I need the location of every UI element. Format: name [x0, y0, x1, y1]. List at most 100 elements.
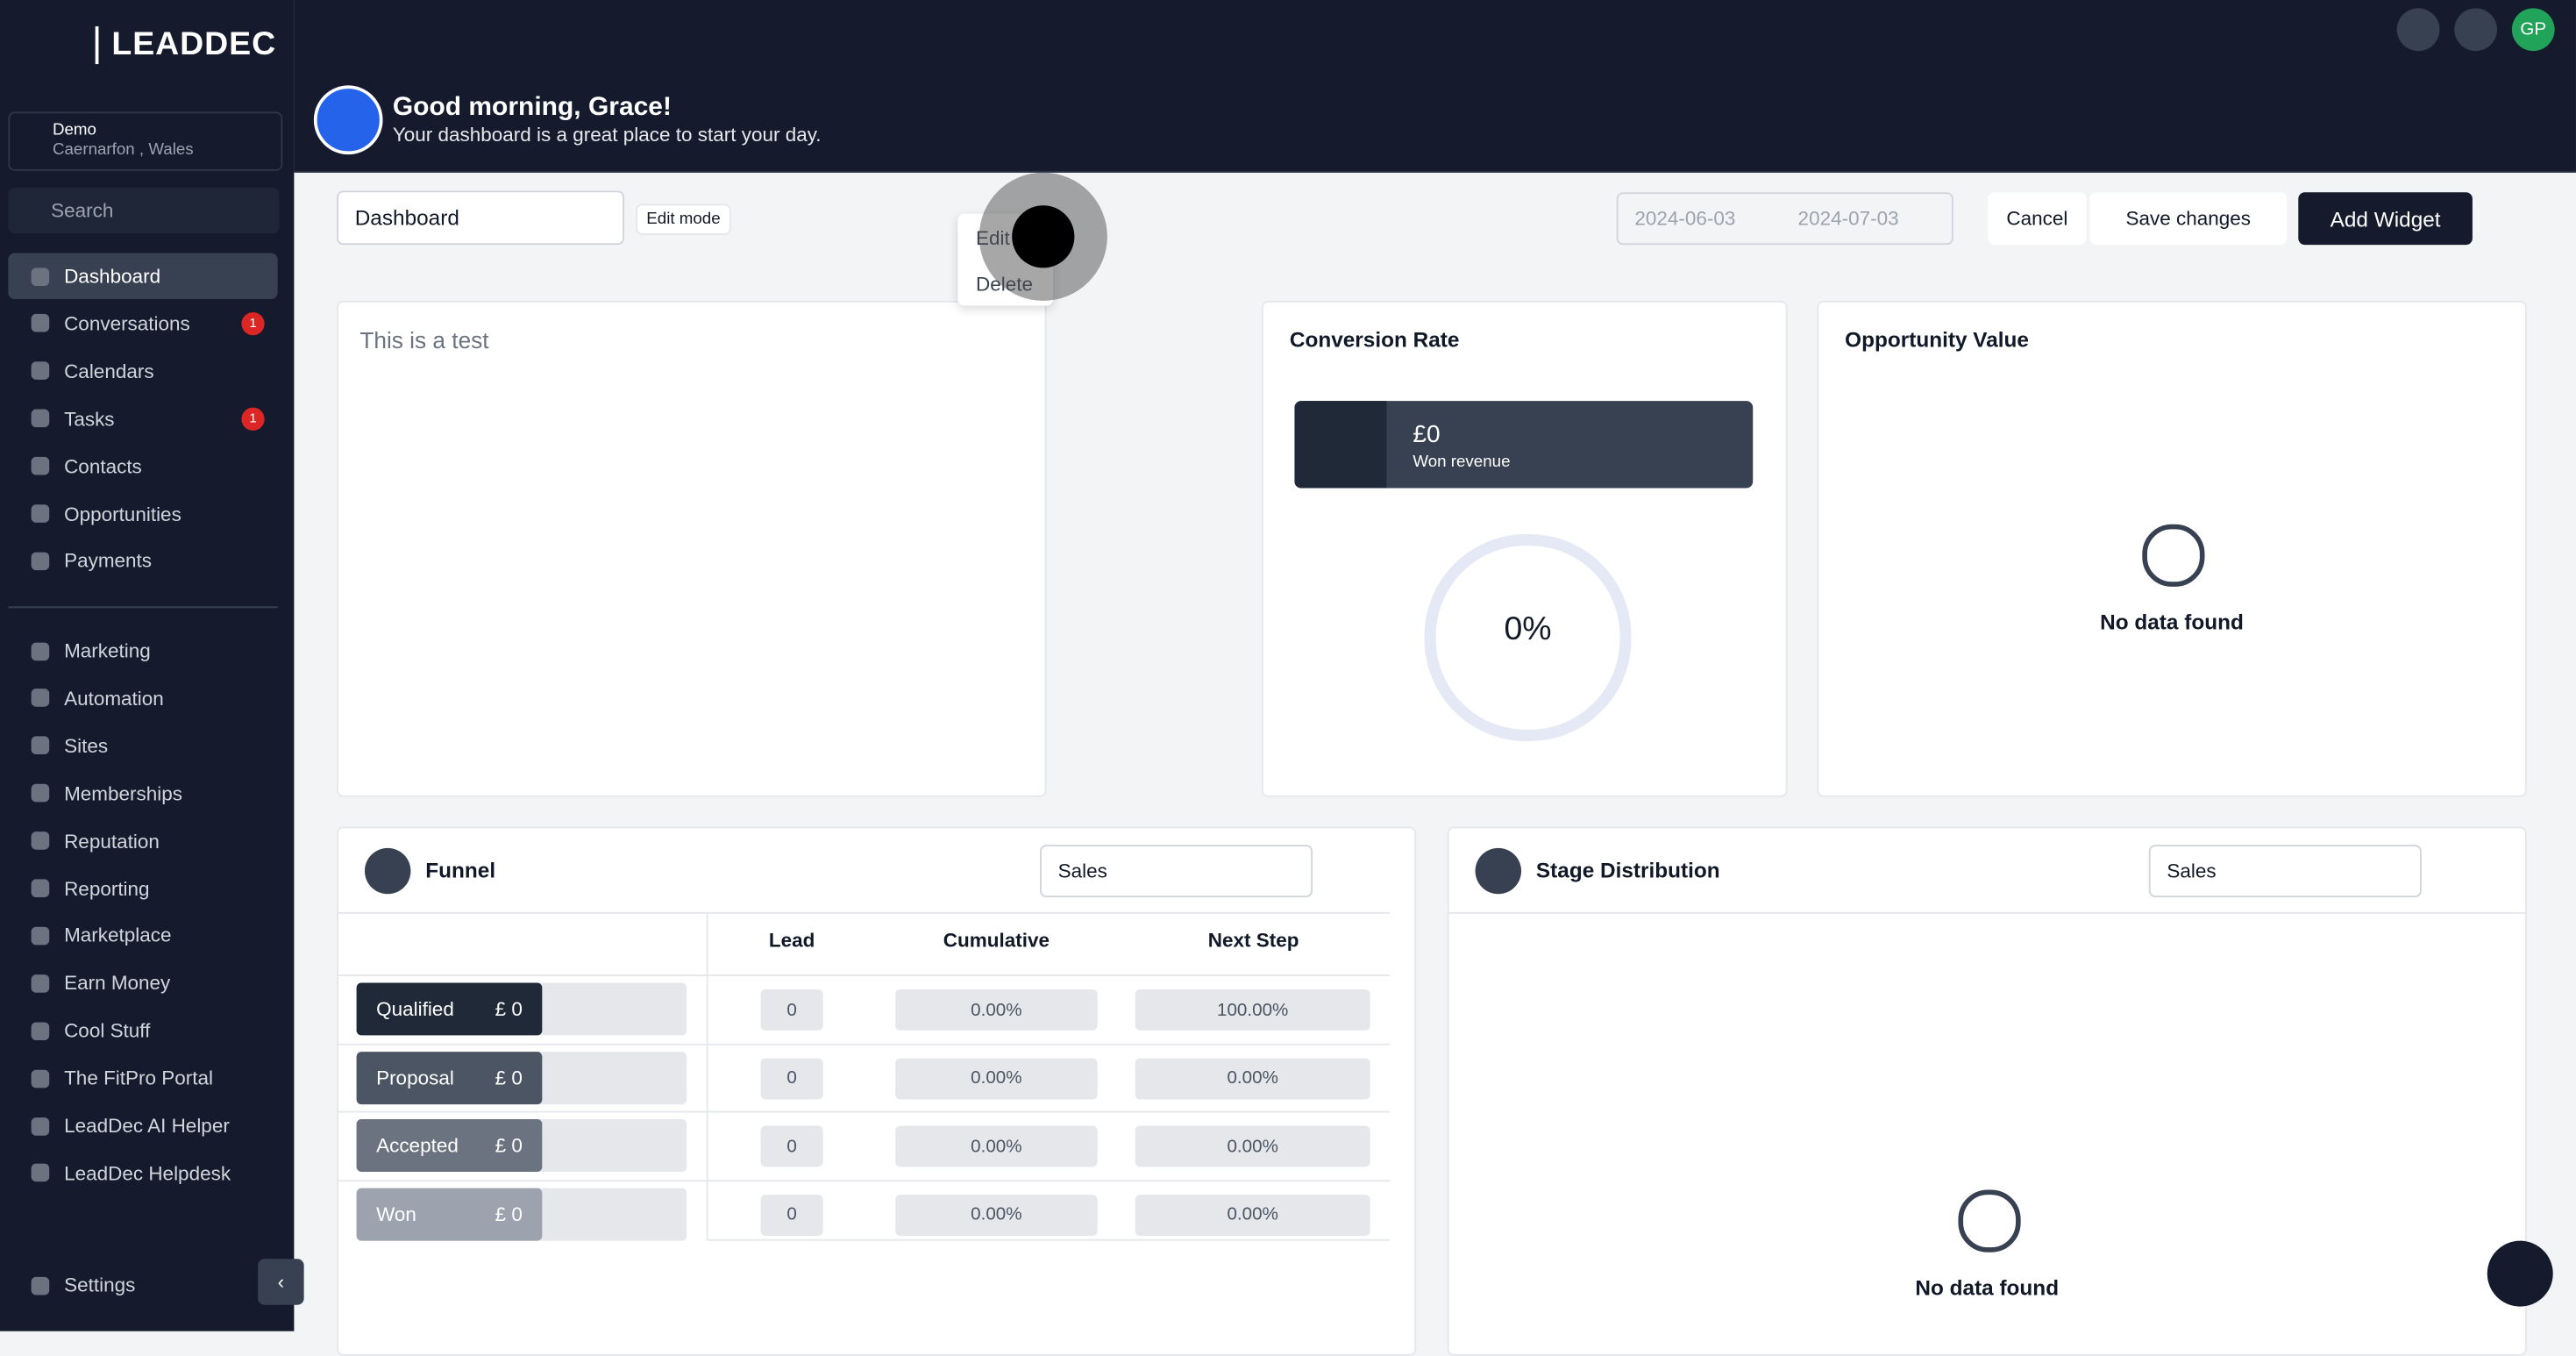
- nav-label: Dashboard: [64, 264, 161, 288]
- stage-amount: £ 0: [495, 1066, 523, 1089]
- next-cell: 0.00%: [1135, 1194, 1370, 1236]
- nav-item[interactable]: LeadDec Helpdesk: [8, 1150, 277, 1195]
- nav-label: LeadDec AI Helper: [64, 1114, 230, 1138]
- save-button[interactable]: Save changes: [2089, 192, 2288, 246]
- column-header: Next Step: [1207, 928, 1299, 952]
- nav-item[interactable]: Conversations 1: [8, 301, 277, 346]
- column-header: Cumulative: [943, 928, 1050, 952]
- nav-label: LeadDec Helpdesk: [64, 1161, 231, 1185]
- empty-text: No data found: [1915, 1274, 2060, 1301]
- nav-item[interactable]: Dashboard: [8, 253, 278, 300]
- nav-item[interactable]: Reputation: [8, 817, 277, 863]
- nav-item[interactable]: Reporting: [8, 866, 277, 911]
- cumulative-cell: 0.00%: [895, 988, 1098, 1031]
- nav-item[interactable]: Payments: [8, 538, 277, 583]
- nav-item[interactable]: Memberships: [8, 770, 277, 816]
- date-to: 2024-07-03: [1797, 207, 1899, 231]
- nav-item[interactable]: LeadDec AI Helper: [8, 1103, 277, 1148]
- cumulative-cell: 0.00%: [895, 1057, 1098, 1099]
- dashboard-name[interactable]: Dashboard: [337, 190, 625, 246]
- nav-item[interactable]: Marketplace: [8, 913, 277, 959]
- nav-item[interactable]: Automation: [8, 675, 277, 721]
- stage-name: Proposal: [376, 1066, 454, 1089]
- nav-item[interactable]: Marketing: [8, 628, 277, 674]
- lead-cell: 0: [760, 1194, 823, 1236]
- row-line: [338, 1110, 1391, 1113]
- nav-label: Automation: [64, 687, 164, 710]
- cancel-button[interactable]: Cancel: [1988, 192, 2087, 246]
- stage-bar: Qualified £ 0: [356, 982, 543, 1036]
- search-placeholder: Search: [51, 198, 114, 222]
- widget-title: Stage Distribution: [1535, 858, 1720, 883]
- nav-label: Contacts: [64, 454, 142, 478]
- next-cell: 100.00%: [1135, 988, 1370, 1031]
- stage-bar: Won £ 0: [356, 1187, 543, 1240]
- funnel-select[interactable]: Sales: [1040, 845, 1313, 898]
- greeting: Good morning, Grace!: [392, 93, 672, 122]
- row-line: [338, 1179, 1391, 1181]
- nav-item[interactable]: The FitPro Portal: [8, 1055, 277, 1101]
- conversion-widget: Conversion Rate £0 Won revenue 0%: [1262, 300, 1788, 797]
- phone-button[interactable]: [2396, 8, 2440, 52]
- nav-item[interactable]: Tasks 1: [8, 396, 277, 441]
- avatar[interactable]: GP: [2511, 8, 2555, 52]
- cumulative-cell: 0.00%: [895, 1125, 1098, 1167]
- nav-label: The FitPro Portal: [64, 1067, 214, 1090]
- notifications-button[interactable]: [2454, 8, 2498, 52]
- stage-name: Qualified: [376, 997, 454, 1021]
- nav-label: Opportunities: [64, 502, 181, 525]
- row-line: [338, 974, 1391, 976]
- opportunity-widget: Opportunity Value No data found: [1817, 300, 2527, 797]
- divider: [8, 606, 278, 609]
- chat-button[interactable]: [2487, 1240, 2553, 1307]
- date-from: 2024-06-03: [1634, 207, 1736, 231]
- lead-cell: 0: [760, 988, 823, 1031]
- nav-label: Sites: [64, 734, 109, 758]
- lead-cell: 0: [760, 1125, 823, 1167]
- nav-badge: 1: [241, 311, 265, 336]
- nav-item[interactable]: Contacts: [8, 443, 277, 489]
- next-cell: 0.00%: [1135, 1057, 1370, 1099]
- nav-label: Conversations: [64, 311, 190, 336]
- stage-amount: £ 0: [495, 997, 523, 1021]
- nav-label: Cool Stuff: [64, 1019, 151, 1043]
- stage-bar: Proposal £ 0: [356, 1051, 543, 1104]
- nav-item[interactable]: Earn Money: [8, 960, 277, 1006]
- stage-bar: Accepted £ 0: [356, 1118, 543, 1172]
- nav-item[interactable]: Sites: [8, 723, 277, 768]
- greeting-subtitle: Your dashboard is a great place to start…: [392, 123, 822, 146]
- funnel-widget: Funnel Sales Lead Cumulative Next Step Qual…: [337, 826, 1417, 1356]
- nav-item[interactable]: Calendars: [8, 348, 277, 394]
- stage-name: Won: [376, 1202, 416, 1225]
- nav-label: Reputation: [64, 829, 160, 853]
- nav-label: Reporting: [64, 876, 150, 900]
- add-widget-button[interactable]: Add Widget: [2298, 192, 2473, 246]
- nav-item[interactable]: Cool Stuff: [8, 1008, 277, 1053]
- stage-name: Accepted: [376, 1133, 459, 1158]
- widget-title: Opportunity Value: [1845, 326, 2029, 352]
- stage-amount: £ 0: [495, 1202, 523, 1225]
- next-cell: 0.00%: [1135, 1125, 1370, 1167]
- lead-cell: 0: [760, 1057, 823, 1099]
- nav-label: Marketing: [64, 639, 151, 663]
- settings[interactable]: Settings: [8, 1262, 277, 1308]
- sidebar: LEADDEC Demo Caernarfon , Wales Search D…: [0, 0, 304, 1331]
- click-indicator: [978, 172, 1107, 301]
- header: GP Good morning, Grace! Your dashboard i…: [294, 0, 2576, 173]
- location-name: Demo: [52, 121, 96, 140]
- search[interactable]: Search: [8, 187, 280, 234]
- empty-icon: [2142, 524, 2205, 587]
- stage-select[interactable]: Sales: [2148, 845, 2422, 898]
- note-widget: This is a test: [337, 300, 1047, 797]
- nav-label: Marketplace: [64, 924, 172, 947]
- widget-title: Funnel: [425, 858, 496, 883]
- collapse-button[interactable]: ‹: [258, 1259, 304, 1305]
- percent-value: 0%: [1504, 611, 1552, 648]
- location-place: Caernarfon , Wales: [52, 141, 194, 160]
- date-range[interactable]: 2024-06-03 2024-07-03: [1616, 192, 1953, 246]
- revenue-box: £0 Won revenue: [1294, 401, 1754, 489]
- location-switcher[interactable]: Demo Caernarfon , Wales: [8, 111, 283, 171]
- cumulative-cell: 0.00%: [895, 1194, 1098, 1236]
- nav-item[interactable]: Opportunities: [8, 490, 277, 536]
